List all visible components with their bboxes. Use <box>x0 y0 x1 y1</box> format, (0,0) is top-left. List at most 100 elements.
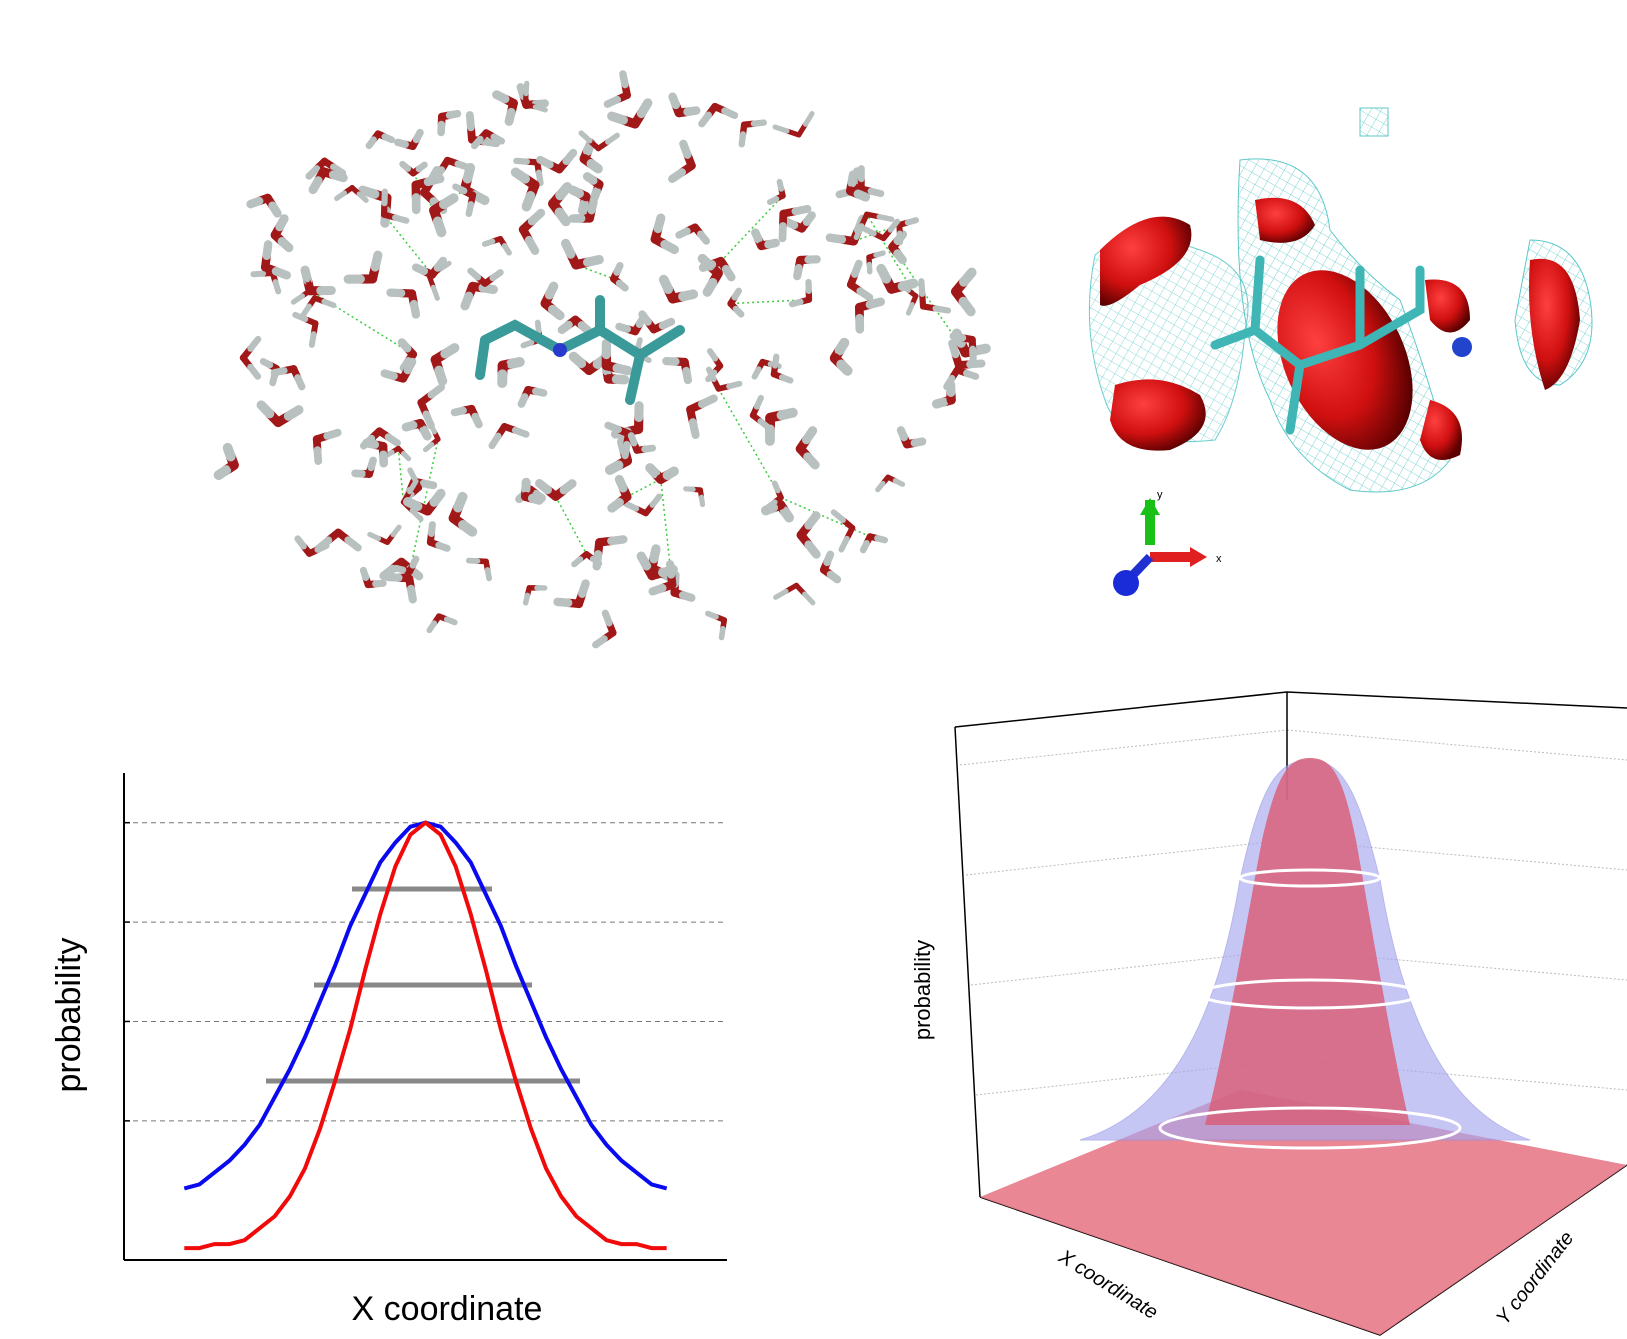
water-bond <box>764 238 780 249</box>
water-bond <box>522 592 531 606</box>
water-bond <box>683 106 701 117</box>
water-bond <box>432 216 447 238</box>
water-bond <box>517 393 529 408</box>
water-bond <box>321 298 337 309</box>
water-bond <box>379 564 397 581</box>
water-bond <box>492 90 510 104</box>
water-bond <box>636 551 652 571</box>
water-bond <box>480 137 501 148</box>
water-bond <box>510 167 530 184</box>
water-bond <box>401 451 412 462</box>
water-bond <box>403 497 423 512</box>
water-bond <box>856 287 874 302</box>
water-bond <box>262 240 273 261</box>
density-blob <box>1255 197 1315 243</box>
water-bond <box>896 426 909 442</box>
water-bond <box>804 511 821 530</box>
water-bond <box>399 160 412 172</box>
hydrogen-bond <box>383 214 433 276</box>
density-blob <box>1100 216 1192 306</box>
water-bond <box>668 92 681 110</box>
water-bond <box>932 305 952 314</box>
water-bond <box>524 235 540 255</box>
water-bond <box>771 353 780 369</box>
water-bond <box>874 535 889 544</box>
water-bond <box>536 155 554 169</box>
water-bond <box>605 132 620 145</box>
water-bond <box>589 186 602 203</box>
water-bond <box>247 363 262 380</box>
water-bond <box>931 397 949 409</box>
water-bond <box>334 190 348 202</box>
water-bond <box>904 217 920 226</box>
water-bond <box>412 128 424 144</box>
z-axis-label: probability <box>910 940 935 1040</box>
water-bond <box>308 331 317 348</box>
water-bond <box>403 357 417 375</box>
water-bond <box>623 500 640 512</box>
water-bond <box>527 493 544 505</box>
water-bond <box>853 189 871 202</box>
water-bond <box>586 158 603 174</box>
water-bond <box>613 261 624 276</box>
water-bond <box>635 337 643 350</box>
water-bond <box>275 214 289 232</box>
water-bond <box>419 479 438 490</box>
water-bond <box>370 250 383 272</box>
hydrogen-bond <box>626 478 662 498</box>
water-bond <box>793 263 803 281</box>
x-axis-label: X coordinate <box>1054 1245 1162 1324</box>
water-bond <box>527 208 546 226</box>
water-bond <box>660 239 679 255</box>
water-bond <box>765 499 778 510</box>
water-bond <box>649 544 661 564</box>
water-bond <box>834 337 850 356</box>
water-bond <box>531 99 549 109</box>
water-bond <box>773 588 789 600</box>
water-bond <box>959 267 977 287</box>
solute <box>475 295 685 405</box>
water-bond <box>578 130 593 144</box>
hydrogen-bond <box>730 298 810 305</box>
water-bond <box>445 109 462 119</box>
triad-z-head <box>1113 570 1139 596</box>
water-bond <box>516 83 528 101</box>
water-bond <box>702 278 718 297</box>
water-bond <box>897 278 919 292</box>
water-bond <box>535 478 552 495</box>
water-bond <box>751 228 763 244</box>
water-bond <box>268 201 282 218</box>
water-bond <box>294 374 306 391</box>
water-bond <box>641 444 657 453</box>
density-blob <box>1277 270 1413 450</box>
water-bond <box>658 564 678 578</box>
water-bond <box>559 479 577 495</box>
water-bond <box>645 463 661 479</box>
water-bond <box>603 95 622 108</box>
water-bond <box>490 133 506 145</box>
water-bond <box>721 264 736 282</box>
water-bond <box>861 226 877 237</box>
water-bond <box>688 418 700 439</box>
water-bond <box>271 267 291 280</box>
water-bond <box>582 172 598 185</box>
water-bond <box>409 508 424 522</box>
water-bond <box>726 380 743 390</box>
hydrogen-bond <box>555 496 588 555</box>
hydrogen-bond <box>853 224 900 242</box>
water-bond <box>470 135 484 150</box>
water-bond <box>771 480 781 494</box>
x-axis-label: X coordinate <box>352 1290 543 1328</box>
surface-floor <box>980 1090 1627 1335</box>
water-bond <box>367 531 382 541</box>
water-bond <box>732 305 745 318</box>
water-bond <box>465 201 475 218</box>
series-line <box>183 820 668 1191</box>
water-bond <box>544 281 559 300</box>
water-bond <box>532 387 548 397</box>
water-bond <box>577 198 589 216</box>
water-bond <box>547 304 565 321</box>
water-bond <box>392 564 407 574</box>
water-bond <box>562 148 578 166</box>
water-bond <box>731 287 743 301</box>
